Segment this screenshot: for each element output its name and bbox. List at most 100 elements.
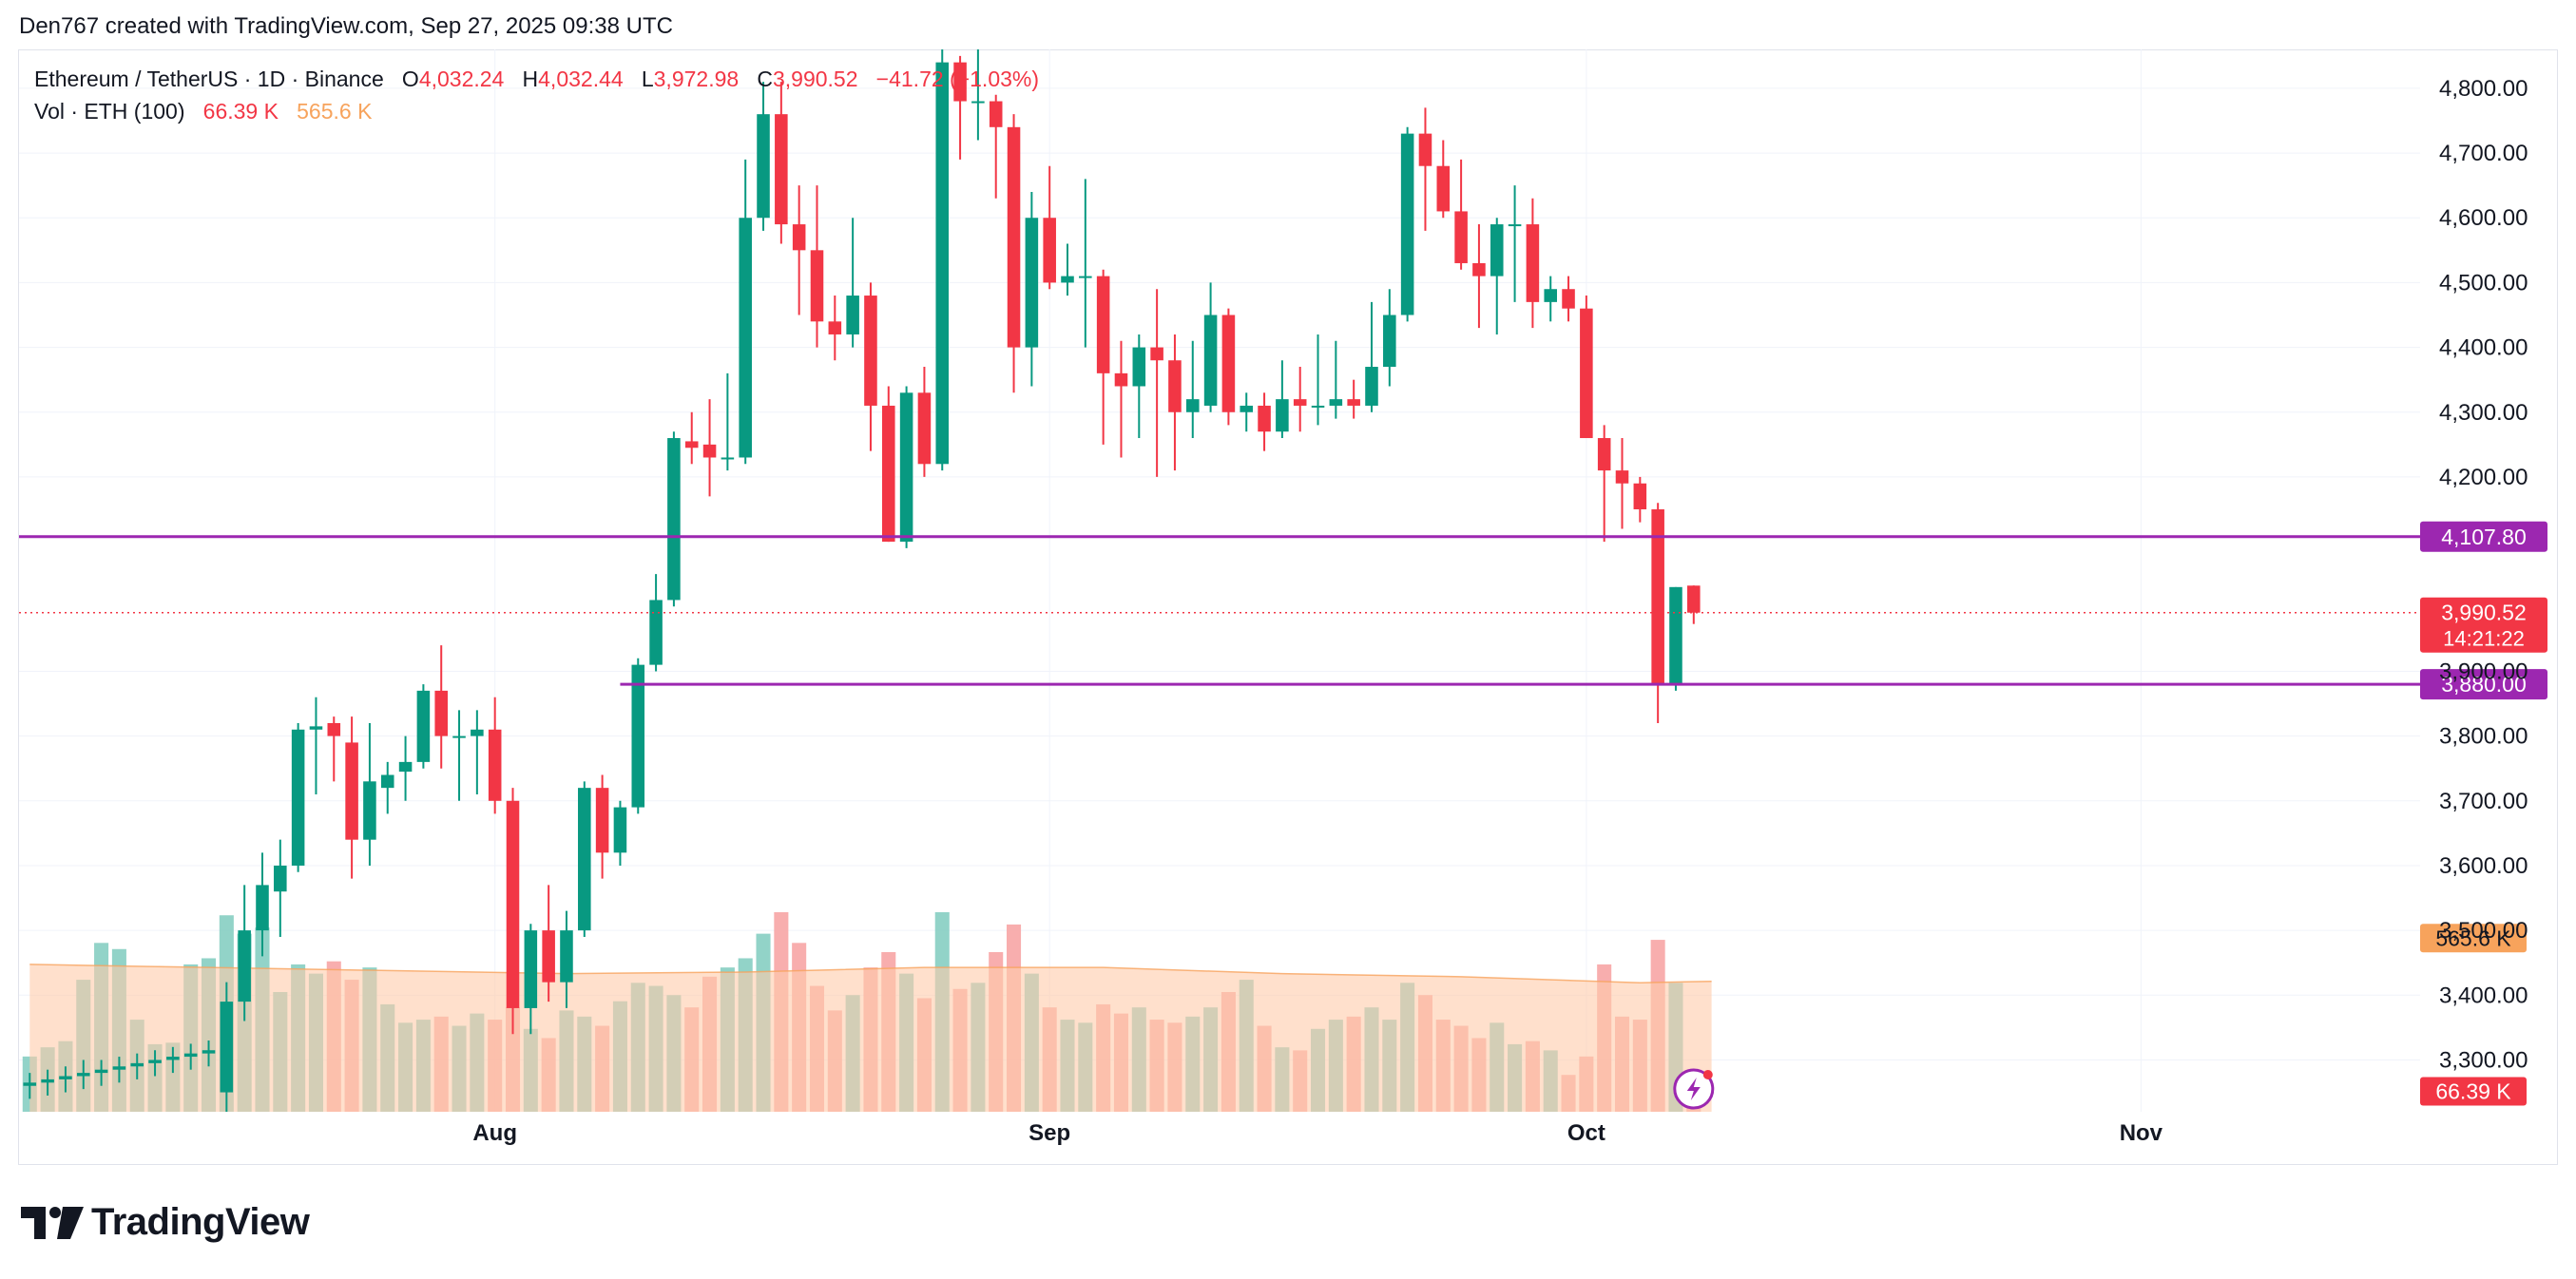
x-tick-label: Nov bbox=[2120, 1120, 2163, 1146]
volume-ma-area bbox=[29, 964, 1712, 1112]
y-tick-label: 4,400.00 bbox=[2439, 335, 2528, 361]
candle-body bbox=[202, 1050, 216, 1054]
candle-body bbox=[1544, 289, 1557, 302]
candle-body bbox=[595, 788, 609, 853]
tradingview-logo[interactable]: TradingView bbox=[21, 1201, 310, 1244]
candle-body bbox=[1185, 399, 1200, 412]
candle-body bbox=[1061, 276, 1074, 283]
chart-caption: Den767 created with TradingView.com, Sep… bbox=[19, 13, 673, 39]
axis-layer: 4,800.00 4,700.00 4,600.00 4,500.00 4,400.00… bbox=[472, 76, 2528, 1146]
high-value: 4,032.44 bbox=[538, 67, 624, 91]
candle-body bbox=[327, 722, 341, 736]
candle-body bbox=[345, 742, 358, 840]
candle-body bbox=[1276, 399, 1289, 432]
volume-title[interactable]: Vol · ETH (100) bbox=[34, 99, 185, 124]
candle-body bbox=[757, 114, 770, 219]
volume-ma-label: 565.6 K bbox=[2435, 926, 2511, 950]
candle-body bbox=[989, 101, 1003, 127]
symbol-title[interactable]: Ethereum / TetherUS · 1D · Binance bbox=[34, 67, 384, 91]
candle-body bbox=[1114, 372, 1128, 387]
candle-body bbox=[613, 807, 627, 853]
y-tick-label: 3,400.00 bbox=[2439, 983, 2528, 1008]
candle-body bbox=[416, 690, 431, 762]
candle-body bbox=[256, 885, 269, 931]
candle-body bbox=[1418, 133, 1432, 166]
candle-body bbox=[1168, 360, 1182, 412]
candle-body bbox=[1079, 276, 1092, 278]
open-value: 4,032.24 bbox=[418, 67, 505, 91]
high-label: H bbox=[522, 67, 539, 91]
candle-body bbox=[542, 930, 555, 983]
candle-body bbox=[471, 729, 484, 736]
candle-body bbox=[631, 664, 645, 808]
volume-last-label-bg bbox=[2420, 1077, 2527, 1106]
candle-body bbox=[846, 296, 859, 334]
candle-body bbox=[1687, 585, 1701, 613]
candle-body bbox=[363, 781, 376, 840]
close-label: C bbox=[757, 67, 773, 91]
candle-body bbox=[506, 800, 520, 1008]
candle-body bbox=[684, 441, 699, 449]
y-tick-label: 4,500.00 bbox=[2439, 270, 2528, 296]
level-label: 3,880.00 bbox=[2441, 672, 2527, 697]
open-label: O bbox=[401, 67, 419, 91]
candle-body bbox=[702, 444, 717, 458]
lightning-bolt bbox=[1686, 1078, 1701, 1100]
x-tick-label: Aug bbox=[472, 1120, 517, 1146]
volume-ma-line bbox=[29, 964, 1712, 984]
volume-ma-value: 565.6 K bbox=[297, 99, 373, 124]
y-tick-label: 4,600.00 bbox=[2439, 205, 2528, 231]
candle-body bbox=[1383, 315, 1396, 368]
volume-value: 66.39 K bbox=[202, 99, 279, 124]
candle-body bbox=[1490, 224, 1504, 277]
candle-body bbox=[1293, 399, 1307, 406]
candle-body bbox=[578, 788, 591, 931]
candle-body bbox=[1526, 224, 1540, 302]
candle-body bbox=[488, 729, 502, 801]
candle-body bbox=[810, 250, 824, 322]
candle-body bbox=[649, 600, 663, 665]
candle-body bbox=[667, 438, 681, 601]
candle-body bbox=[238, 930, 251, 1002]
candle-body bbox=[398, 761, 413, 773]
candle-body bbox=[1580, 308, 1593, 439]
low-value: 3,972.98 bbox=[653, 67, 740, 91]
candle-body bbox=[1221, 315, 1236, 412]
candle-body bbox=[220, 1002, 234, 1093]
y-tick-label: 3,900.00 bbox=[2439, 659, 2528, 684]
candle-body bbox=[775, 114, 788, 225]
volume-last-label: 66.39 K bbox=[2435, 1079, 2511, 1104]
candle-body bbox=[953, 62, 967, 102]
candle-body bbox=[1508, 224, 1522, 227]
candle-body bbox=[130, 1062, 144, 1067]
tradingview-logo-icon bbox=[21, 1206, 84, 1239]
candle-body bbox=[1007, 126, 1021, 348]
last-price-label-bg bbox=[2420, 597, 2547, 653]
candle-body bbox=[1132, 347, 1146, 387]
candle-body bbox=[1454, 211, 1468, 263]
candle-body bbox=[1150, 347, 1163, 361]
candle-body bbox=[1240, 405, 1254, 412]
countdown-label: 14:21:22 bbox=[2443, 627, 2525, 651]
candle-body bbox=[1597, 438, 1611, 471]
x-tick-label: Oct bbox=[1567, 1120, 1605, 1146]
candle-body bbox=[721, 457, 735, 460]
candle-body bbox=[1472, 262, 1486, 277]
y-tick-label: 3,600.00 bbox=[2439, 853, 2528, 879]
chart-frame[interactable] bbox=[18, 49, 2558, 1165]
y-tick-label: 3,800.00 bbox=[2439, 724, 2528, 750]
price-legend: Ethereum / TetherUS · 1D · Binance O4,03… bbox=[34, 67, 1039, 92]
candle-body bbox=[76, 1073, 90, 1077]
level-label-bg bbox=[2420, 669, 2547, 700]
candle-body bbox=[380, 774, 394, 789]
grid-layer bbox=[19, 49, 2420, 1112]
candle-body bbox=[41, 1079, 54, 1083]
y-tick-label: 3,500.00 bbox=[2439, 918, 2528, 944]
y-tick-label: 4,800.00 bbox=[2439, 76, 2528, 102]
y-tick-label: 3,300.00 bbox=[2439, 1047, 2528, 1073]
x-tick-label: Sep bbox=[1028, 1120, 1070, 1146]
volume-legend: Vol · ETH (100) 66.39 K 565.6 K bbox=[34, 99, 372, 124]
candle-body bbox=[1651, 509, 1664, 685]
